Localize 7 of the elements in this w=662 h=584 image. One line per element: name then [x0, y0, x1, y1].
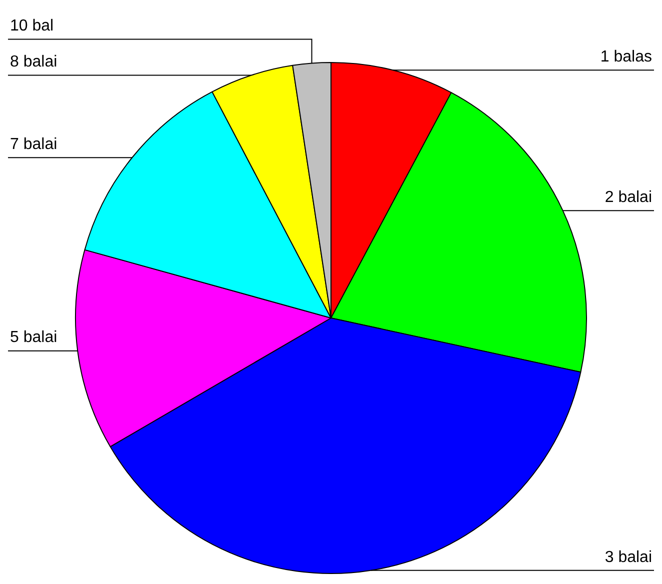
slice-label: 7 balai [10, 136, 58, 154]
slice-label: 8 balai [10, 54, 58, 71]
slice-label: 3 balai [604, 548, 652, 566]
slice-label: 2 balai [604, 189, 652, 206]
slice-label: 10 bal [10, 18, 54, 35]
slice-label: 5 balai [10, 329, 58, 346]
slice-label: 1 balas [600, 48, 652, 66]
